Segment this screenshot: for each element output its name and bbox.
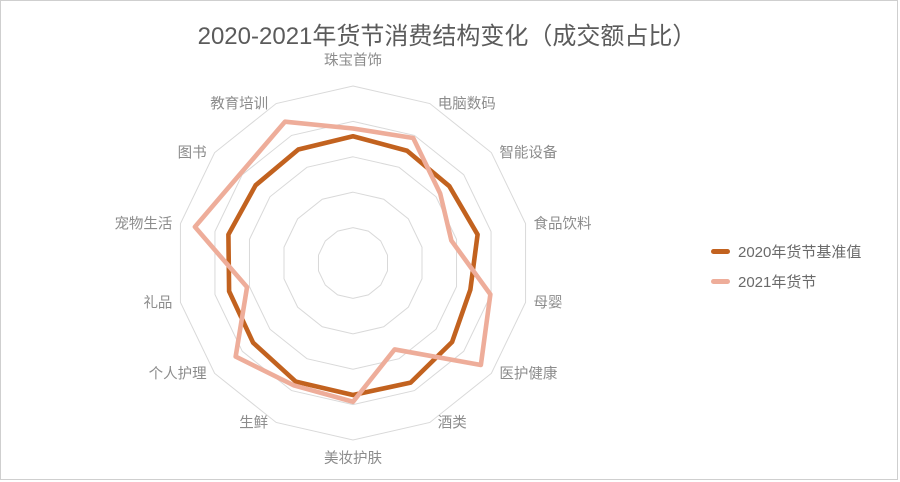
svg-text:个人护理: 个人护理: [149, 365, 207, 382]
svg-text:智能设备: 智能设备: [499, 145, 557, 162]
svg-text:教育培训: 教育培训: [210, 96, 268, 113]
svg-text:食品饮料: 食品饮料: [534, 216, 592, 233]
svg-text:母婴: 母婴: [534, 295, 563, 311]
svg-text:珠宝首饰: 珠宝首饰: [324, 52, 382, 69]
svg-text:宠物生活: 宠物生活: [114, 216, 172, 233]
svg-text:电脑数码: 电脑数码: [438, 96, 496, 113]
svg-text:医护健康: 医护健康: [499, 365, 557, 382]
svg-text:美妆护肤: 美妆护肤: [324, 450, 382, 467]
svg-text:生鲜: 生鲜: [239, 414, 268, 431]
svg-text:酒类: 酒类: [438, 414, 467, 431]
svg-text:图书: 图书: [178, 145, 207, 162]
svg-text:礼品: 礼品: [143, 294, 172, 311]
